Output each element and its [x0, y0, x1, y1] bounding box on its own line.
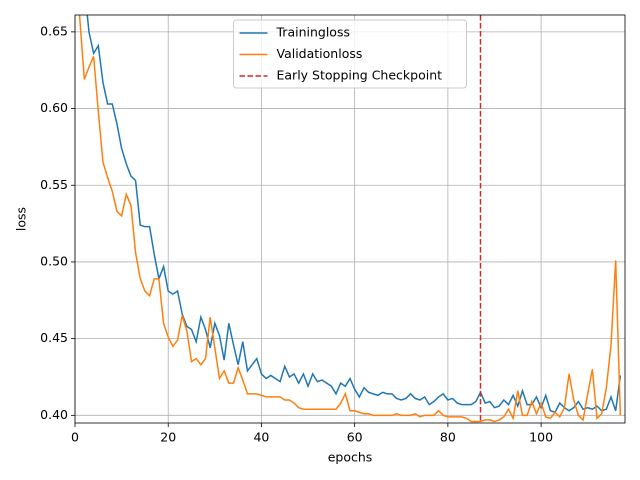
- x-tick-label: 0: [71, 430, 79, 445]
- x-tick-label: 60: [347, 430, 363, 445]
- x-tick-label: 20: [160, 430, 176, 445]
- plot-frame: [74, 14, 626, 424]
- y-tick-label: 0.65: [40, 23, 68, 38]
- x-tick-label: 80: [440, 430, 456, 445]
- y-axis-label: loss: [14, 207, 29, 231]
- legend-box: [233, 19, 467, 89]
- y-tick-label: 0.45: [40, 330, 68, 345]
- legend-label: Validationloss: [277, 46, 363, 61]
- legend-label: Trainingloss: [276, 25, 350, 40]
- series-line: [78, 15, 622, 423]
- y-tick-label: 0.50: [40, 253, 68, 268]
- series-line: [86, 15, 622, 414]
- legend-label: Early Stopping Checkpoint: [277, 68, 443, 83]
- x-axis-label: epochs: [328, 450, 373, 465]
- x-tick-label: 100: [529, 430, 553, 445]
- y-tick-label: 0.40: [40, 407, 68, 422]
- y-tick-label: 0.55: [40, 177, 68, 192]
- x-tick-label: 40: [253, 430, 269, 445]
- y-tick-label: 0.60: [40, 100, 68, 115]
